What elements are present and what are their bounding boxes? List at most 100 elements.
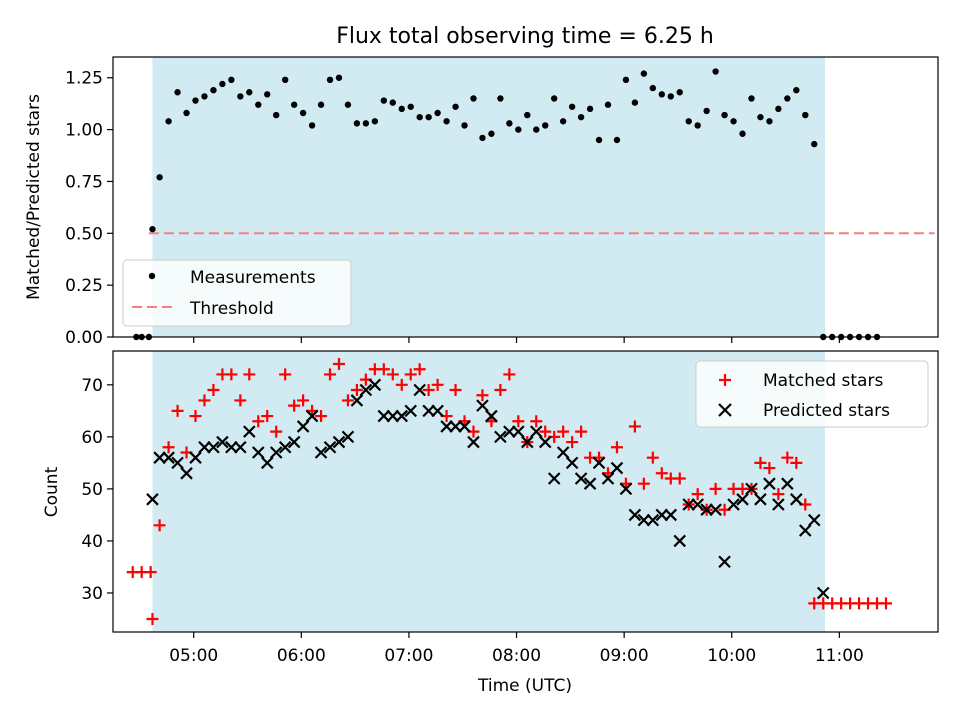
x-axis-label: Time (UTC) [477, 676, 572, 696]
measurement-point [793, 86, 800, 94]
measurement-point [658, 91, 666, 98]
measurement-point [219, 80, 226, 88]
predicted-star-point [547, 472, 561, 485]
matched-star-point [709, 482, 722, 495]
predicted-star-point [216, 435, 229, 449]
predicted-star-point [628, 508, 642, 522]
predicted-star-point [610, 461, 624, 475]
predicted-star-point [664, 508, 678, 522]
predicted-star-point [556, 446, 570, 459]
measurement-point [398, 105, 405, 113]
matched-star-point [655, 467, 668, 480]
matched-star-point [503, 368, 516, 381]
predicted-star-point [314, 446, 328, 459]
measurements-series [133, 68, 881, 341]
top-legend: Measurements Threshold [122, 259, 352, 327]
x-tick-label: 06:00 [277, 646, 326, 666]
measurement-point [452, 103, 459, 110]
measurement-point [264, 91, 271, 98]
predicted-star-point [296, 420, 310, 433]
predicted-stars-series [146, 378, 830, 600]
measurement-point [721, 111, 728, 119]
predicted-star-point [790, 493, 803, 506]
predicted-star-point [162, 451, 175, 464]
predicted-star-point [538, 435, 552, 449]
predicted-star-point [278, 440, 292, 454]
matched-star-point [404, 368, 417, 381]
matched-star-point [270, 425, 283, 438]
measurement-point [335, 74, 343, 81]
measurements-legend-marker [148, 272, 156, 280]
predicted-star-point [449, 420, 462, 433]
predicted-star-point [171, 456, 184, 470]
matched-star-point [153, 519, 166, 532]
predicted-star-point [458, 420, 471, 433]
bottom-y-tick-label: 60 [81, 428, 103, 448]
matched-star-point [781, 451, 794, 464]
bottom-legend: Matched stars Predicted stars [695, 360, 929, 428]
measurement-point [183, 109, 190, 117]
measurement-point [604, 101, 612, 108]
measurement-point [237, 93, 244, 100]
measurement-point [281, 76, 289, 84]
matched-star-point [879, 597, 892, 610]
matched-star-point [395, 378, 408, 391]
matched-star-point [691, 488, 704, 501]
matched-star-point [431, 378, 444, 391]
predicted-star-point [494, 430, 507, 444]
predicted-star-point [799, 524, 812, 537]
measurement-point [622, 76, 630, 84]
predicted-star-point [601, 472, 615, 485]
matched-star-point [146, 612, 159, 625]
measurement-point [443, 118, 450, 125]
predicted-star-point [781, 477, 794, 490]
x-tick-label: 09:00 [600, 646, 649, 666]
measurement-point [246, 89, 253, 96]
measurement-point [308, 122, 316, 129]
x-tick-label: 07:00 [384, 646, 433, 666]
measurement-point [730, 118, 737, 125]
measurement-point [273, 111, 280, 119]
measurement-point [649, 84, 657, 92]
bottom-y-tick-label: 50 [81, 480, 103, 500]
measurement-point [228, 76, 235, 84]
measurement-point [174, 89, 181, 96]
top-x-axis [193, 337, 840, 343]
predicted-star-point [368, 378, 382, 392]
predicted-star-point [251, 446, 265, 459]
measurement-point [380, 97, 388, 104]
measurement-point [299, 109, 307, 117]
predicted-star-point [709, 503, 722, 516]
matched-star-point [646, 451, 659, 464]
matched-star-point [673, 472, 686, 485]
matched-star-point [610, 441, 623, 454]
predicted-star-point [816, 586, 830, 600]
predicted-star-point [592, 456, 606, 470]
predicted-star-point [637, 513, 651, 527]
matched-star-point [772, 488, 785, 501]
bottom-y-axis: 30 40 50 60 70 [81, 376, 113, 604]
predicted-star-point [583, 477, 597, 490]
matched-star-point [225, 368, 238, 381]
predicted-star-point [763, 477, 776, 490]
predicted-star-point [673, 534, 687, 548]
matched-star-point [763, 462, 776, 475]
measurement-point [667, 93, 674, 100]
top-y-axis: 0.00 0.25 0.50 0.75 1.00 1.25 [65, 69, 113, 348]
measurement-point [703, 107, 710, 115]
measurement-point [712, 68, 719, 75]
predicted-star-point [332, 435, 346, 449]
top-legend-label: Measurements [190, 268, 316, 288]
top-legend-box [122, 259, 352, 327]
measurement-point [595, 136, 603, 144]
matched-star-point [790, 456, 803, 469]
matched-star-point [575, 425, 588, 438]
predicted-star-point [198, 440, 211, 454]
matched-star-point [234, 394, 247, 407]
measurement-point [479, 134, 486, 142]
predicted-star-point [440, 420, 453, 433]
top-y-tick-label: 1.25 [65, 69, 103, 89]
matched-star-point [422, 384, 435, 397]
predicted-star-point [189, 451, 202, 464]
predicted-star-point [467, 435, 480, 449]
